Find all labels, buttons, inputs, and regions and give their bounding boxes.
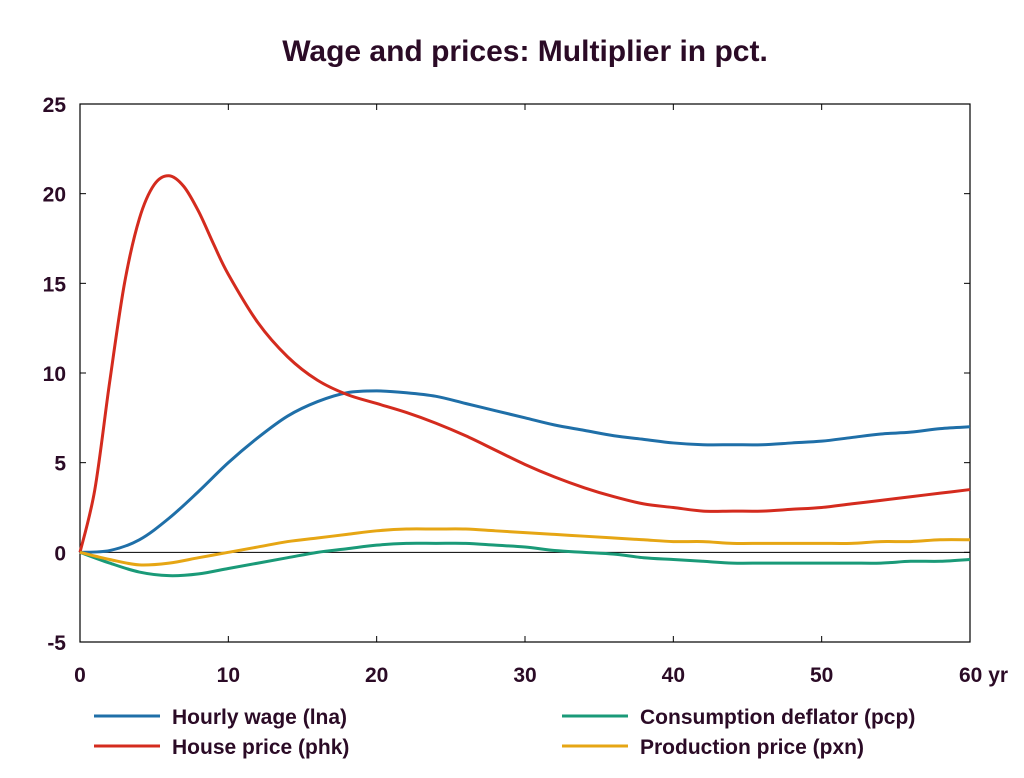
x-tick-label: 50 <box>810 664 833 687</box>
x-tick-label: 10 <box>217 664 240 687</box>
legend-label-1: House price (phk) <box>172 736 349 759</box>
y-tick-label: 10 <box>43 363 66 386</box>
series-line-3 <box>79 527 971 567</box>
plot-area <box>79 103 971 643</box>
y-tick-label: 20 <box>43 184 66 207</box>
y-axis-tick-labels: -5 0 5 10 15 20 25 <box>43 94 67 655</box>
series-lines <box>78 174 971 578</box>
legend-label-3: Production price (pxn) <box>640 736 864 759</box>
x-tick-label: 20 <box>365 664 388 687</box>
legend-label-2: Consumption deflator (pcp) <box>640 706 915 729</box>
x-tick-label: 40 <box>662 664 685 687</box>
x-tick-label: 0 <box>74 664 86 687</box>
y-tick-label: 0 <box>54 542 66 565</box>
axis-ticks <box>79 103 971 643</box>
y-tick-label: 15 <box>43 273 67 296</box>
x-tick-label: 60 yr <box>959 664 1008 687</box>
y-tick-label: 5 <box>54 453 66 476</box>
legend-label-0: Hourly wage (lna) <box>172 706 347 729</box>
plot-border <box>79 103 971 643</box>
x-axis-tick-labels: 0 10 20 30 40 50 60 yr <box>74 664 1008 687</box>
y-tick-label: -5 <box>47 632 66 655</box>
legend: Hourly wage (lna) House price (phk) Consum… <box>94 706 915 759</box>
series-line-0 <box>79 389 971 554</box>
x-tick-label: 30 <box>513 664 536 687</box>
series-line-1 <box>78 174 971 553</box>
series-line-2 <box>79 541 971 578</box>
y-tick-label: 25 <box>43 94 67 117</box>
chart-title: Wage and prices: Multiplier in pct. <box>282 35 768 68</box>
